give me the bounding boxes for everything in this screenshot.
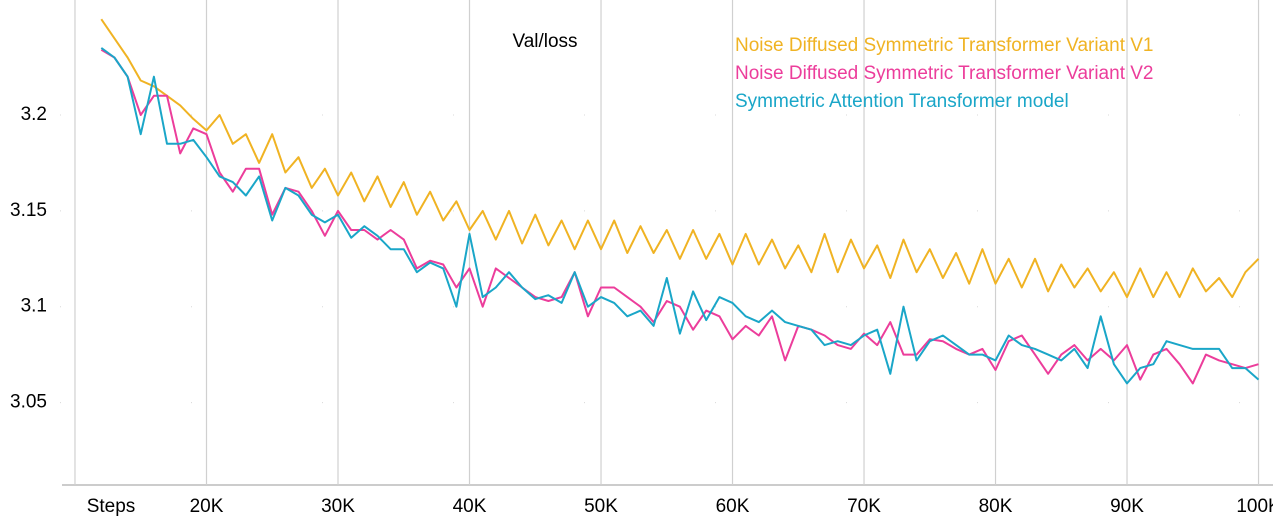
x-tick-label: 100K xyxy=(1236,496,1273,517)
y-tick-label: 3.2 xyxy=(21,104,47,125)
y-tick-label: 3.15 xyxy=(10,200,47,221)
x-tick-label: 40K xyxy=(453,496,487,517)
series-line xyxy=(100,18,1260,299)
x-tick-label: 80K xyxy=(979,496,1013,517)
series-line xyxy=(100,47,1260,385)
x-tick-label: 60K xyxy=(716,496,750,517)
x-tick-label: 20K xyxy=(190,496,224,517)
x-tick-label: Steps xyxy=(87,496,136,517)
y-tick-label: 3.05 xyxy=(10,392,47,413)
legend-entry: Symmetric Attention Transformer model xyxy=(735,91,1069,112)
series-line xyxy=(100,48,1259,385)
legend-entry: Noise Diffused Symmetric Transformer Var… xyxy=(735,63,1154,84)
legend-entry: Noise Diffused Symmetric Transformer Var… xyxy=(735,35,1154,56)
x-tick-label: 90K xyxy=(1110,496,1144,517)
chart-title: Val/loss xyxy=(512,31,577,52)
x-tick-label: 50K xyxy=(584,496,618,517)
x-tick-label: 30K xyxy=(321,496,355,517)
x-tick-label: 70K xyxy=(847,496,881,517)
y-tick-label: 3.1 xyxy=(21,296,47,317)
